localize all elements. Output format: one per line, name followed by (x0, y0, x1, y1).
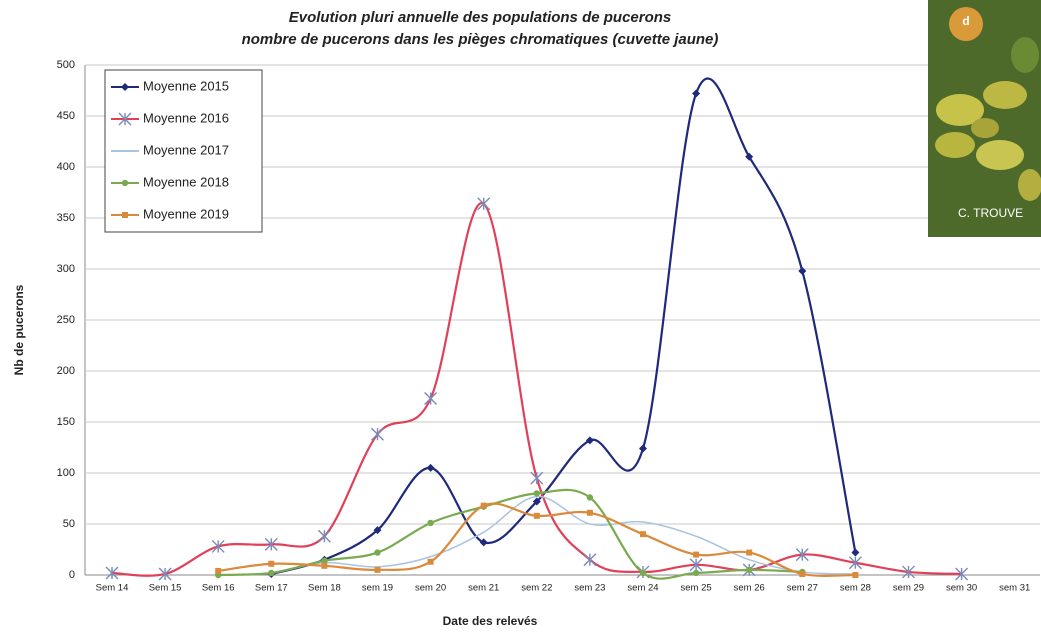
x-tick-label: sem 27 (787, 583, 818, 594)
x-tick-label: sem 25 (681, 583, 712, 594)
marker (640, 570, 646, 576)
marker (215, 568, 221, 574)
marker (122, 180, 128, 186)
legend-label: Moyenne 2015 (143, 78, 229, 93)
photo: d C. TROUVE (928, 0, 1041, 237)
leaf (983, 81, 1027, 109)
y-tick-label: 0 (69, 569, 75, 581)
y-tick-label: 400 (57, 161, 75, 173)
marker (534, 513, 540, 519)
x-tick-label: sem 31 (999, 583, 1030, 594)
leaf (935, 132, 975, 158)
photo-badge: d (962, 14, 969, 28)
legend-label: Moyenne 2018 (143, 174, 229, 189)
marker (640, 531, 646, 537)
x-tick-label: sem 21 (468, 583, 499, 594)
x-tick-label: Sem 14 (96, 583, 129, 594)
marker (122, 212, 128, 218)
y-tick-label: 500 (57, 59, 75, 71)
y-tick-label: 350 (57, 212, 75, 224)
marker (587, 494, 593, 500)
marker (375, 567, 381, 573)
y-tick-label: 200 (57, 365, 75, 377)
marker (481, 503, 487, 509)
legend-label: Moyenne 2017 (143, 142, 229, 157)
marker (268, 561, 274, 567)
leaf (1011, 37, 1039, 73)
x-tick-label: sem 28 (840, 583, 871, 594)
x-tick-label: sem 23 (574, 583, 605, 594)
marker (534, 490, 540, 496)
y-tick-label: 300 (57, 263, 75, 275)
leaf (976, 140, 1024, 170)
marker (852, 572, 858, 578)
y-axis-label: Nb de pucerons (12, 284, 26, 375)
chart-subtitle: nombre de pucerons dans les pièges chrom… (242, 31, 719, 48)
legend-label: Moyenne 2019 (143, 206, 229, 221)
x-tick-label: sem 30 (946, 583, 977, 594)
leaf (971, 118, 999, 138)
x-tick-label: Sem 15 (149, 583, 182, 594)
y-tick-label: 100 (57, 467, 75, 479)
legend-label: Moyenne 2016 (143, 110, 229, 125)
legend: Moyenne 2015 Moyenne 2016 Moyenne 2017 Moye… (105, 70, 262, 232)
x-tick-label: sem 22 (521, 583, 552, 594)
marker (428, 559, 434, 565)
x-tick-label: Sem 18 (308, 583, 341, 594)
x-tick-label: Sem 17 (255, 583, 288, 594)
marker (799, 571, 805, 577)
marker (587, 510, 593, 516)
chart-title: Evolution pluri annuelle des populations… (289, 9, 672, 26)
x-tick-label: Sem 16 (202, 583, 235, 594)
marker (321, 563, 327, 569)
x-tick-label: sem 29 (893, 583, 924, 594)
x-tick-label: sem 19 (362, 583, 393, 594)
marker (693, 552, 699, 558)
photo-credit: C. TROUVE (958, 206, 1023, 220)
y-tick-label: 250 (57, 314, 75, 326)
marker (746, 550, 752, 556)
marker (268, 570, 274, 576)
marker (746, 567, 752, 573)
marker (427, 520, 433, 526)
y-tick-label: 150 (57, 416, 75, 428)
marker (693, 570, 699, 576)
x-axis-label: Date des relevés (443, 614, 538, 628)
x-tick-label: sem 20 (415, 583, 446, 594)
x-tick-label: sem 24 (627, 583, 658, 594)
marker (374, 549, 380, 555)
chart: Evolution pluri annuelle des populations… (0, 0, 1041, 634)
leaf (1018, 169, 1041, 201)
y-tick-label: 450 (57, 110, 75, 122)
y-tick-label: 50 (63, 518, 75, 530)
x-tick-label: sem 26 (734, 583, 765, 594)
